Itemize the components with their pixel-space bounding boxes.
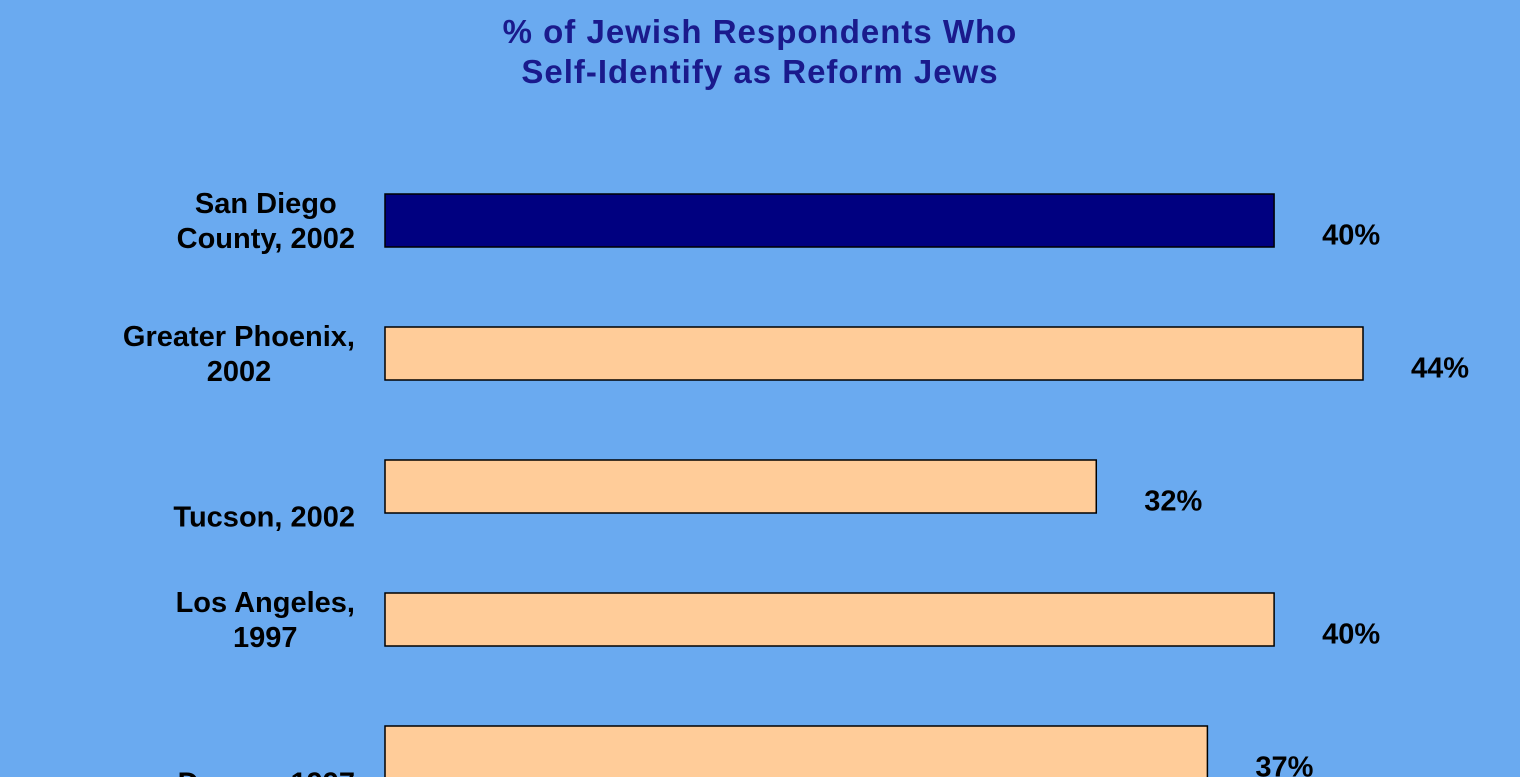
value-label-4: 37% — [1255, 752, 1313, 777]
category-label-3-line-0: Los Angeles, — [176, 587, 355, 619]
chart-title-line-2: Self-Identify as Reform Jews — [521, 53, 999, 90]
category-label-0-line-1: County, 2002 — [177, 223, 355, 255]
bar-3 — [384, 592, 1275, 647]
category-label-3-line-1: 1997 — [233, 622, 298, 654]
category-label-2-line-0: Tucson, 2002 — [173, 502, 355, 534]
category-label-2: Tucson, 2002 — [173, 502, 355, 534]
bar-4 — [384, 725, 1209, 777]
bar-1 — [384, 326, 1364, 381]
category-label-0: San Diego County, 2002 — [177, 188, 355, 255]
category-label-1: Greater Phoenix, 2002 — [123, 321, 355, 388]
chart-title-line-1: % of Jewish Respondents Who — [502, 13, 1018, 50]
category-label-0-line-0: San Diego — [195, 188, 337, 220]
bar-0 — [384, 193, 1275, 248]
category-label-4: Denver, 1997 — [178, 768, 355, 777]
value-label-2: 32% — [1144, 486, 1202, 518]
value-label-0: 40% — [1322, 220, 1380, 252]
category-label-4-line-0: Denver, 1997 — [178, 768, 355, 777]
bar-2 — [384, 459, 1098, 514]
category-label-3: Los Angeles, 1997 — [176, 587, 355, 654]
category-label-1-line-1: 2002 — [207, 356, 272, 388]
value-label-3: 40% — [1322, 619, 1380, 651]
chart-title: % of Jewish Respondents Who Self-Identif… — [0, 12, 1520, 92]
category-label-1-line-0: Greater Phoenix, — [123, 321, 355, 353]
value-label-1: 44% — [1411, 353, 1469, 385]
